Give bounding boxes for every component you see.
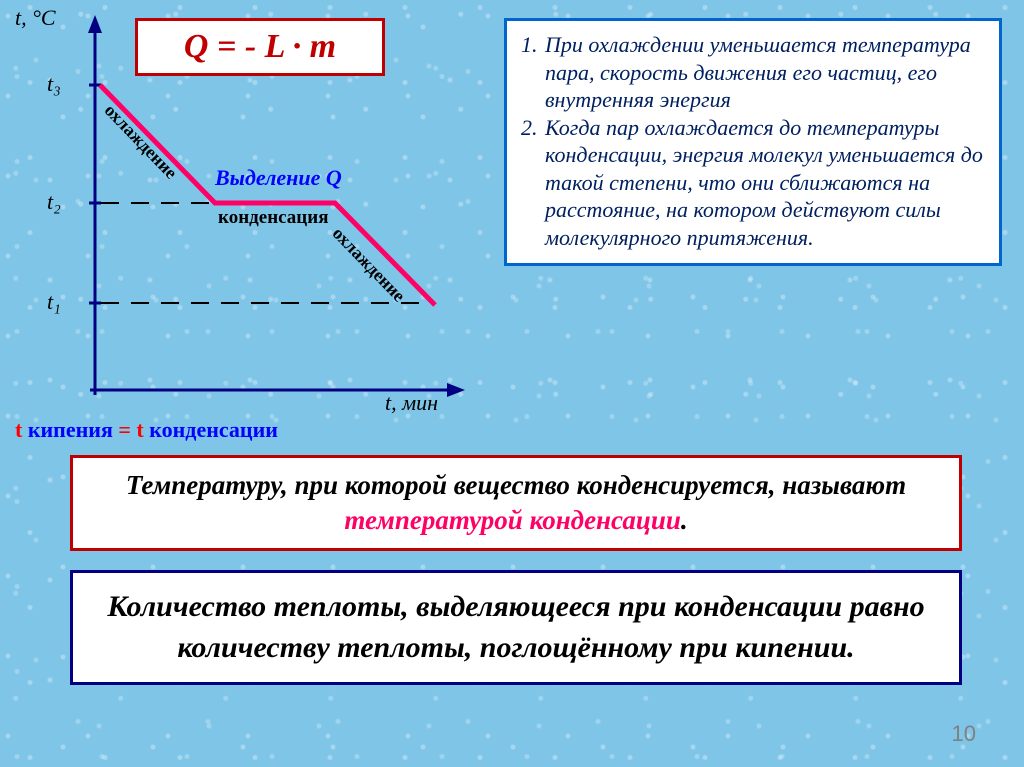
heat-statement-box: Количество теплоты, выделяющееся при кон… [70,570,962,685]
note-item-1: 1. При охлаждении уменьшается температур… [521,31,985,114]
eq-w2: конденсации [149,417,278,442]
note-num-2: 2. [521,114,545,252]
def-highlight: температурой конденсации [344,505,681,535]
notes-box: 1. При охлаждении уменьшается температур… [504,18,1002,266]
slide-content: Q = - L · m t, °C t, мин t₃ t₂ t₁ [0,0,1024,767]
boiling-equals-condensation: t кипения = t конденсации [15,417,278,443]
def-prefix: Температуру, при которой вещество конден… [126,470,906,500]
eq-mid: = t [113,417,149,442]
page-number: 10 [952,721,976,747]
heat-statement: Количество теплоты, выделяющееся при кон… [107,590,924,664]
q-release-label: Выделение Q [215,165,342,191]
note-item-2: 2. Когда пар охлаждается до температуры … [521,114,985,252]
cooling-chart: t, °C t, мин t₃ t₂ t₁ охлаждение конденс… [15,5,475,445]
eq-t1: t [15,417,28,442]
segment2-label: конденсация [218,207,328,229]
def-suffix: . [681,505,688,535]
eq-w1: кипения [28,417,113,442]
note-text-2: Когда пар охлаждается до температуры кон… [545,114,985,252]
definition-box: Температуру, при которой вещество конден… [70,455,962,551]
note-text-1: При охлаждении уменьшается температура п… [545,31,985,114]
note-num-1: 1. [521,31,545,114]
